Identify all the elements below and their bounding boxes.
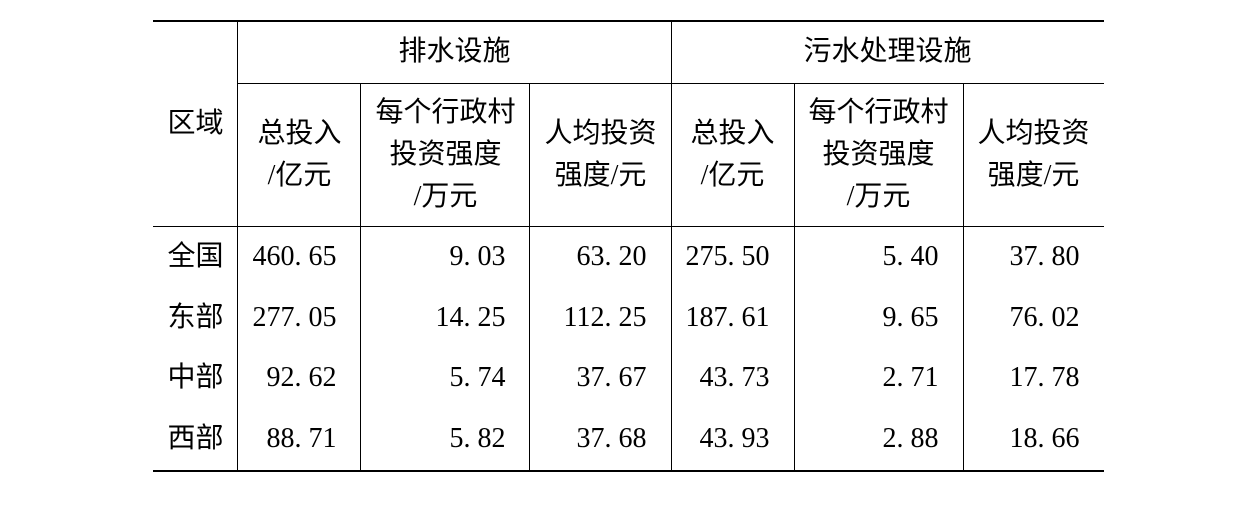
cell-g2-total: 43. 93 (671, 409, 794, 471)
table-row: 全国460. 659. 0363. 20275. 505. 4037. 80 (153, 226, 1103, 287)
cell-g2-capita: 18. 66 (963, 409, 1104, 471)
cell-g1-capita: 63. 20 (530, 226, 671, 287)
investment-table: 区域 排水设施 污水处理设施 总投入/亿元 每个行政村投资强度/万元 人均投资强… (153, 20, 1103, 472)
cell-region: 西部 (153, 409, 238, 471)
cell-g2-capita: 17. 78 (963, 348, 1104, 409)
cell-g2-village: 9. 65 (794, 288, 963, 349)
cell-g1-total: 92. 62 (238, 348, 361, 409)
cell-g2-total: 43. 73 (671, 348, 794, 409)
cell-g2-total: 275. 50 (671, 226, 794, 287)
cell-g2-village: 2. 88 (794, 409, 963, 471)
col-group2-header: 污水处理设施 (671, 21, 1104, 83)
cell-g2-village: 2. 71 (794, 348, 963, 409)
cell-g1-village: 9. 03 (361, 226, 530, 287)
table-row: 东部277. 0514. 25112. 25187. 619. 6576. 02 (153, 288, 1103, 349)
cell-g2-capita: 37. 80 (963, 226, 1104, 287)
col-g2-total-header: 总投入/亿元 (671, 83, 794, 226)
cell-g1-village: 5. 74 (361, 348, 530, 409)
col-g1-total-header: 总投入/亿元 (238, 83, 361, 226)
cell-g1-capita: 112. 25 (530, 288, 671, 349)
cell-g1-capita: 37. 68 (530, 409, 671, 471)
cell-g1-total: 88. 71 (238, 409, 361, 471)
col-g1-capita-header: 人均投资强度/元 (530, 83, 671, 226)
cell-region: 中部 (153, 348, 238, 409)
cell-g1-total: 460. 65 (238, 226, 361, 287)
cell-g2-village: 5. 40 (794, 226, 963, 287)
cell-g2-capita: 76. 02 (963, 288, 1104, 349)
col-g2-capita-header: 人均投资强度/元 (963, 83, 1104, 226)
table-body: 全国460. 659. 0363. 20275. 505. 4037. 80东部… (153, 226, 1103, 471)
cell-g2-total: 187. 61 (671, 288, 794, 349)
cell-g1-total: 277. 05 (238, 288, 361, 349)
cell-region: 全国 (153, 226, 238, 287)
col-g2-village-header: 每个行政村投资强度/万元 (794, 83, 963, 226)
col-group1-header: 排水设施 (238, 21, 671, 83)
table-row: 西部88. 715. 8237. 6843. 932. 8818. 66 (153, 409, 1103, 471)
cell-g1-capita: 37. 67 (530, 348, 671, 409)
table-row: 中部92. 625. 7437. 6743. 732. 7117. 78 (153, 348, 1103, 409)
cell-g1-village: 14. 25 (361, 288, 530, 349)
col-region-header: 区域 (153, 21, 238, 226)
cell-g1-village: 5. 82 (361, 409, 530, 471)
cell-region: 东部 (153, 288, 238, 349)
col-g1-village-header: 每个行政村投资强度/万元 (361, 83, 530, 226)
